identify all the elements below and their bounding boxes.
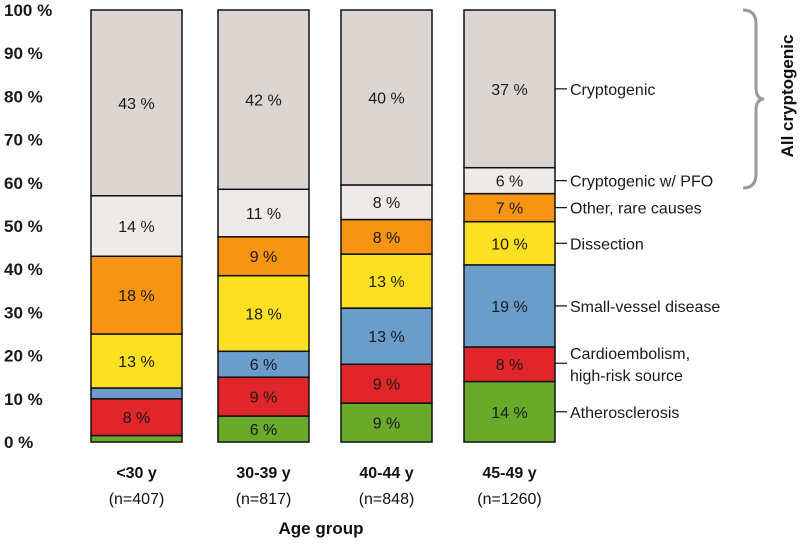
bar-segment (340, 307, 433, 365)
data-label: 11 % (246, 206, 281, 223)
x-axis-title: Age group (279, 519, 364, 538)
category-label: <30 y (116, 465, 157, 482)
y-axis: 0 % 10 % 20 % 30 % 40 % 50 % 60 % 70 % 80 % 90 % 1… (4, 1, 52, 452)
legend-label: Cardioembolism, (570, 346, 690, 363)
category-count: (n=848) (359, 491, 415, 508)
y-tick-label: 70 % (4, 131, 43, 150)
bar-segment (217, 236, 310, 277)
data-label: 40 % (368, 90, 404, 107)
y-tick-label: 50 % (4, 217, 43, 236)
legend-label: high-risk source (570, 368, 683, 385)
data-label: 6 % (250, 357, 278, 374)
legend: Cryptogenic Cryptogenic w/ PFO Other, rare… (555, 82, 720, 422)
category-count: (n=817) (236, 491, 292, 508)
bar-segment (90, 333, 183, 389)
y-tick-label: 80 % (4, 87, 43, 106)
category-label: 45-49 y (482, 465, 536, 482)
legend-label: Atherosclerosis (570, 405, 679, 422)
data-label: 42 % (245, 93, 281, 110)
data-label: 10 % (491, 236, 527, 253)
y-tick-label: 100 % (4, 1, 52, 20)
legend-label: Dissection (570, 236, 644, 253)
bracket-label: All cryptogenic (778, 35, 797, 158)
data-label: 18 % (245, 306, 281, 323)
data-label: 13 % (368, 274, 404, 291)
data-label: 8 % (373, 195, 401, 212)
bar-segment (90, 398, 183, 437)
bar-segment (340, 218, 433, 255)
legend-label: Small-vessel disease (570, 299, 720, 316)
data-label: 9 % (373, 377, 401, 394)
bar-segment (463, 166, 556, 195)
data-label: 18 % (118, 288, 154, 305)
data-label: 8 % (496, 357, 524, 374)
bar-segment (217, 376, 310, 417)
bracket-shape (742, 8, 765, 190)
y-tick-label: 40 % (4, 260, 43, 279)
data-label: 7 % (496, 201, 524, 218)
bar-segment (217, 415, 310, 443)
bar-segment (340, 9, 433, 186)
category-count: (n=1260) (477, 491, 542, 508)
legend-label: Cryptogenic w/ PFO (570, 174, 713, 191)
bar-segment (340, 402, 433, 443)
bar-segment (90, 434, 183, 443)
bar-segment (90, 387, 183, 400)
bar-segment (340, 184, 433, 221)
legend-label: Cryptogenic (570, 82, 655, 99)
data-label: 14 % (491, 405, 527, 422)
data-label: 6 % (250, 422, 278, 439)
category-label: 30-39 y (236, 465, 290, 482)
data-label: 9 % (373, 416, 401, 433)
bar-segment (463, 220, 556, 266)
data-label: 8 % (373, 230, 401, 247)
data-label: 9 % (250, 390, 278, 407)
data-label: 6 % (496, 174, 524, 191)
y-tick-label: 0 % (4, 433, 33, 452)
data-label: 13 % (118, 354, 154, 371)
y-tick-label: 20 % (4, 347, 43, 366)
category-label: 40-44 y (359, 465, 413, 482)
bars: 8 % 13 % 18 % 14 % 43 % 6 % 9 % 6 % 18 % 9 % 11 % 4… (90, 9, 556, 443)
bar-segment (217, 9, 310, 191)
y-tick-label: 90 % (4, 44, 43, 63)
x-axis: <30 y (n=407) 30-39 y (n=817) 40-44 y (n=848)… (109, 465, 542, 508)
y-tick-label: 60 % (4, 174, 43, 193)
bar-segment (217, 350, 310, 378)
y-tick-label: 10 % (4, 390, 43, 409)
all-cryptogenic-bracket: All cryptogenic (742, 8, 797, 190)
bar-segment (217, 274, 310, 353)
bar-segment (463, 380, 556, 443)
data-label: 14 % (118, 219, 154, 236)
data-label: 43 % (118, 96, 154, 113)
bar-segment (340, 253, 433, 309)
y-tick-label: 30 % (4, 303, 43, 322)
data-label: 19 % (491, 299, 527, 316)
data-label: 8 % (123, 410, 151, 427)
bar-segment (217, 188, 310, 238)
category-count: (n=407) (109, 491, 165, 508)
data-label: 37 % (491, 82, 527, 99)
legend-label: Other, rare causes (570, 201, 702, 218)
data-label: 13 % (368, 329, 404, 346)
bar-segment (90, 9, 183, 197)
data-label: 9 % (250, 249, 278, 266)
bar-segment (90, 195, 183, 257)
